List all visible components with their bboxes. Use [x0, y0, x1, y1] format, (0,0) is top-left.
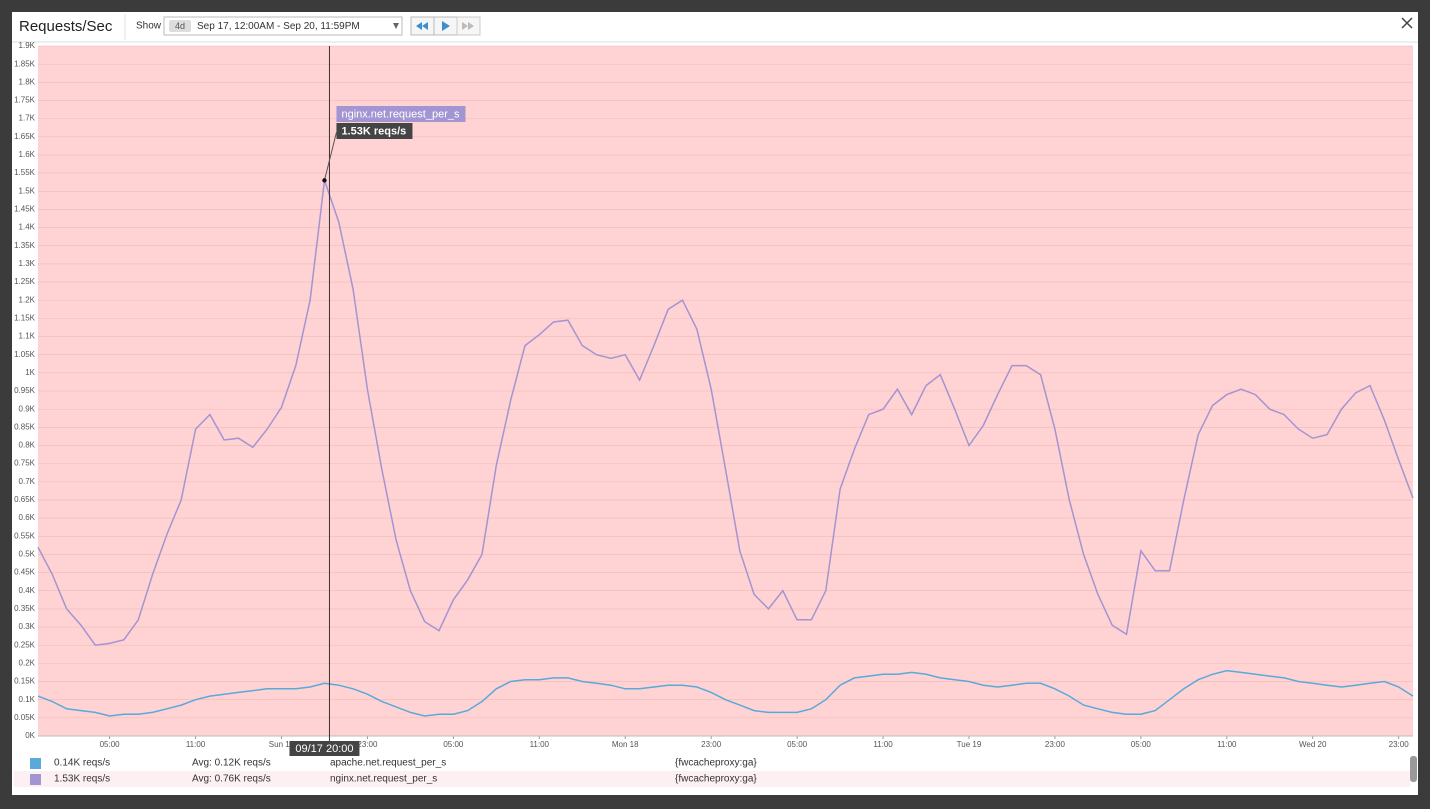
series-line [37, 180, 1414, 646]
y-tick-label: 1.3K [19, 259, 36, 268]
range-badge: 4d [175, 21, 185, 31]
play-icon [442, 21, 450, 31]
range-badge-bg [169, 20, 191, 32]
y-tick-label: 0.2K [19, 658, 36, 667]
y-tick-label: 1.9K [19, 41, 36, 50]
y-tick-label: 0.7K [19, 477, 36, 486]
y-tick-label: 0.5K [19, 550, 36, 559]
y-tick-label: 0.75K [14, 459, 36, 468]
y-tick-label: 0.55K [14, 531, 36, 540]
range-select[interactable] [163, 16, 403, 36]
legend-series-name: apache.net.request_per_s [330, 758, 446, 769]
y-tick-label: 0.4K [19, 586, 36, 595]
y-tick-label: 0.9K [19, 404, 36, 413]
y-tick-label: 0K [25, 731, 35, 740]
legend-swatch [30, 758, 41, 769]
tooltip-leader [323, 132, 337, 181]
legend-row-highlight [14, 771, 1410, 787]
y-tick-label: 0.6K [19, 513, 36, 522]
tooltip-name-bg [336, 106, 466, 122]
y-tick-label: 0.95K [14, 386, 36, 395]
x-tick-label: 11:00 [873, 740, 893, 749]
hover-point [322, 178, 327, 183]
tooltip-time: 09/17 20:00 [295, 743, 353, 755]
x-tick-label: 23:00 [1389, 740, 1410, 749]
tooltip-value-bg [336, 123, 413, 139]
show-label: Show [136, 21, 162, 32]
y-tick-label: 0.25K [14, 640, 36, 649]
series-line [37, 669, 1414, 717]
x-tick-label: 11:00 [1217, 740, 1237, 749]
range-text: Sep 17, 12:00AM - Sep 20, 11:59PM [197, 21, 360, 32]
legend-scope: {fwcacheproxy:ga} [675, 774, 757, 785]
y-tick-label: 1.1K [19, 332, 36, 341]
y-tick-label: 0.65K [14, 495, 36, 504]
y-tick-label: 0.45K [14, 568, 36, 577]
y-tick-label: 1.5K [19, 186, 36, 195]
x-tick-label: Tue 19 [957, 740, 982, 749]
modal-title: Requests/Sec [19, 18, 113, 35]
x-tick-label: Mon 18 [612, 740, 639, 749]
x-tick-label: 11:00 [186, 740, 206, 749]
tooltip-time-bg [289, 741, 360, 756]
y-tick-label: 1.35K [14, 241, 36, 250]
y-tick-label: 1.8K [19, 77, 36, 86]
y-tick-label: 1K [25, 368, 35, 377]
y-tick-label: 0.35K [14, 604, 36, 613]
y-tick-label: 0.85K [14, 422, 36, 431]
y-tick-label: 1.7K [19, 114, 36, 123]
x-tick-label: 05:00 [100, 740, 121, 749]
y-tick-label: 1.15K [14, 313, 36, 322]
dropdown-arrow [393, 23, 399, 29]
plot: 0K 0.05K 0.1K 0.15K 0.2K 0.25K 0.3K 0.35K 0.4K 0.… [14, 41, 1414, 756]
y-tick-label: 1.65K [14, 132, 36, 141]
x-tick-label: 05:00 [787, 740, 808, 749]
legend-avg: Avg: 0.76K reqs/s [192, 774, 271, 785]
y-tick-label: 1.55K [14, 168, 36, 177]
x-tick-label: 05:00 [443, 740, 464, 749]
y-tick-label: 0.15K [14, 677, 36, 686]
x-tick-label: 23:00 [1045, 740, 1066, 749]
forward-icon [462, 22, 474, 30]
tooltip-value: 1.53K reqs/s [341, 125, 406, 137]
y-tick-label: 1.05K [14, 350, 36, 359]
y-tick-label: 0.3K [19, 622, 36, 631]
y-tick-label: 1.2K [19, 295, 36, 304]
tooltip-series-name: nginx.net.request_per_s [341, 108, 460, 120]
legend-avg: Avg: 0.12K reqs/s [192, 758, 271, 769]
y-tick-label: 1.6K [19, 150, 36, 159]
y-tick-label: 0.1K [19, 695, 36, 704]
x-tick-label: 05:00 [1131, 740, 1152, 749]
legend-swatch [30, 774, 41, 785]
legend-current: 0.14K reqs/s [54, 758, 110, 769]
y-tick-label: 1.85K [14, 59, 36, 68]
back-icon [416, 22, 428, 30]
y-tick-label: 1.75K [14, 96, 36, 105]
x-tick-label: 11:00 [530, 740, 550, 749]
x-tick-label: 23:00 [701, 740, 722, 749]
y-tick-label: 0.8K [19, 441, 36, 450]
legend-current: 1.53K reqs/s [54, 774, 110, 785]
x-tick-label: Sun 17 [269, 740, 295, 749]
y-tick-label: 0.05K [14, 713, 36, 722]
legend-series-name: nginx.net.request_per_s [330, 774, 437, 785]
close-button[interactable] [1401, 17, 1413, 29]
scrollbar [1410, 756, 1417, 782]
y-tick-label: 1.25K [14, 277, 36, 286]
x-tick-label: Wed 20 [1299, 740, 1327, 749]
y-tick-label: 1.4K [19, 223, 36, 232]
x-tick-label: 23:00 [357, 740, 378, 749]
y-tick-label: 1.45K [14, 205, 36, 214]
legend-scope: {fwcacheproxy:ga} [675, 758, 757, 769]
